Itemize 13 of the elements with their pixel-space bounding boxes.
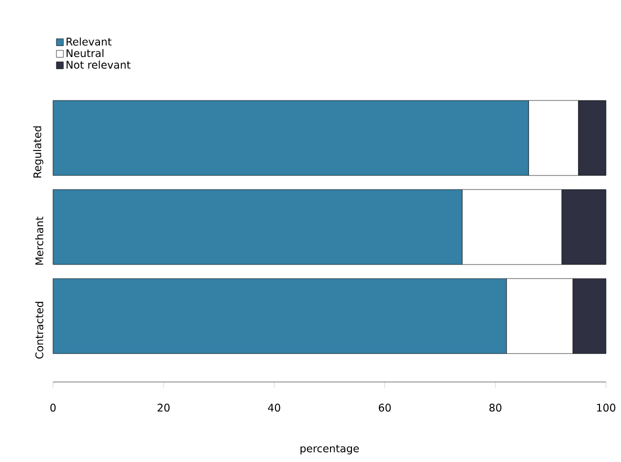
y-tick-label: Regulated bbox=[33, 126, 44, 178]
x-axis-title: percentage bbox=[300, 444, 359, 454]
legend-label: Relevant bbox=[66, 37, 112, 46]
legend-label: Not relevant bbox=[66, 60, 130, 69]
x-tick-label: 20 bbox=[158, 404, 170, 412]
x-tick-label: 100 bbox=[597, 404, 616, 412]
x-tick-label: 60 bbox=[378, 404, 391, 412]
y-tick-label: Contracted bbox=[35, 302, 44, 359]
x-tick-label: 80 bbox=[489, 404, 502, 412]
y-tick-label: Merchant bbox=[35, 216, 44, 265]
x-tick-label: 0 bbox=[50, 404, 56, 412]
x-tick-label: 40 bbox=[268, 404, 280, 412]
legend-label: Neutral bbox=[66, 49, 104, 58]
